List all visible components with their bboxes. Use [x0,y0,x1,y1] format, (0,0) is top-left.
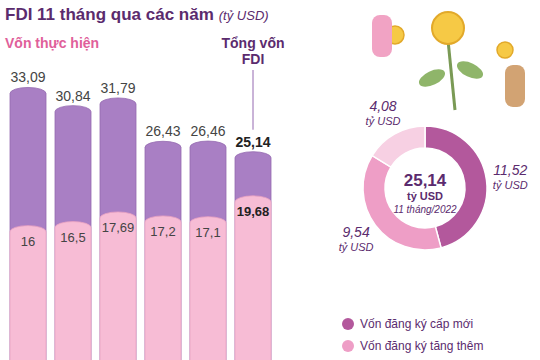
series-name-line: FDI [242,51,265,67]
value-label: 16 [21,234,35,249]
legend-swatch [342,318,354,330]
series-name: Tổng vốnFDI [222,35,285,67]
slice-unit: tỷ USD [339,241,374,253]
total-bar [145,141,181,360]
realized-bar [10,226,46,360]
series-name-line: Tổng vốn [222,35,285,51]
coin [497,42,513,58]
figure [505,65,525,107]
slice-unit: tỷ USD [366,115,401,127]
center-caption: 11 tháng/2022 [393,204,457,215]
value-label: 16,5 [60,230,85,245]
slice-label: 9,54 [342,224,369,240]
total-bar [55,106,91,360]
figure [372,15,392,57]
chart-canvas: FDI 11 tháng qua các năm (tỷ USD) 33,09 30,… [0,0,540,360]
value-label: 26,43 [145,123,180,139]
value-label: 19,68 [237,204,270,219]
slice-label: 11,52 [493,162,527,178]
leaf [416,66,447,91]
value-label: 17,69 [102,220,135,235]
value-label: 26,46 [190,123,225,139]
realized-bar [190,217,226,360]
legend-label: Vốn đăng ký cấp mới [360,317,473,331]
realized-bar [235,196,271,360]
value-label: 17,2 [150,224,175,239]
center-label: 25,14 [404,171,447,190]
title: FDI 11 tháng qua các năm [5,5,214,24]
total-bar [100,98,136,360]
illustration [372,12,525,110]
total-bar [190,141,226,360]
slice-label: 4,08 [369,98,396,114]
legend-label: Vốn đăng ký tăng thêm [360,339,483,353]
bars [10,87,271,360]
value-label: 25,14 [235,134,270,150]
value-label: 30,84 [55,88,90,104]
realized-bar [145,216,181,360]
realized-bar [100,212,136,360]
realized-bar [55,222,91,360]
series-name: Vốn thực hiện [5,35,99,51]
slice-unit: tỷ USD [493,179,528,191]
donut-slice [372,126,425,167]
value-label: 17,1 [195,225,220,240]
value-label: 33,09 [10,69,45,85]
subtitle: (tỷ USD) [219,8,269,23]
total-bar [10,87,46,360]
total-bar [235,152,271,360]
value-label: 31,79 [100,80,135,96]
legend-swatch [342,340,354,352]
center-unit: tỷ USD [407,190,443,202]
leader-line [253,70,254,130]
donut-slice [363,156,441,250]
donut [363,126,487,250]
coin [432,12,464,44]
leaf [454,58,485,83]
plant-stem [448,40,455,110]
